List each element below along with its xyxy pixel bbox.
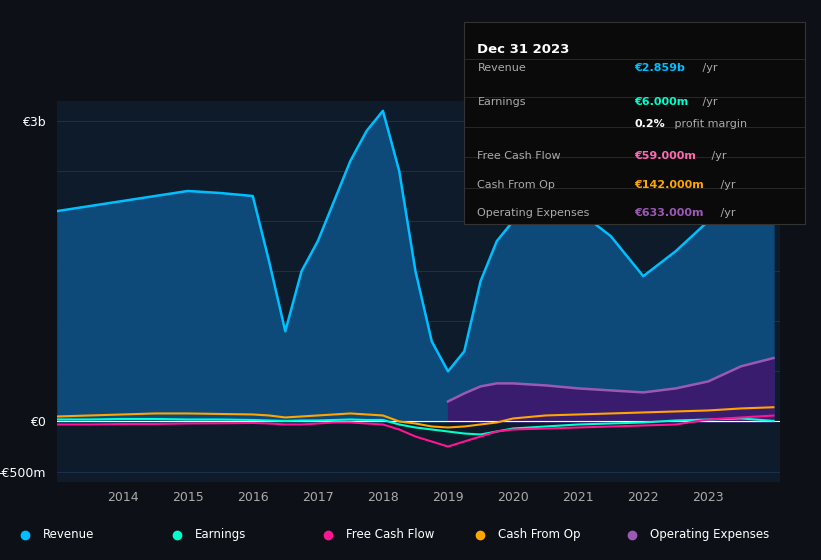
Text: Revenue: Revenue — [478, 63, 526, 73]
Text: /yr: /yr — [699, 97, 717, 107]
Text: /yr: /yr — [717, 208, 736, 218]
Text: Dec 31 2023: Dec 31 2023 — [478, 43, 570, 55]
Text: Cash From Op: Cash From Op — [498, 528, 580, 542]
Text: Free Cash Flow: Free Cash Flow — [346, 528, 435, 542]
Text: €2.859b: €2.859b — [635, 63, 685, 73]
Text: €6.000m: €6.000m — [635, 97, 689, 107]
Text: /yr: /yr — [717, 180, 736, 190]
Text: Operating Expenses: Operating Expenses — [650, 528, 769, 542]
Text: €59.000m: €59.000m — [635, 151, 696, 161]
Text: Operating Expenses: Operating Expenses — [478, 208, 589, 218]
Text: €633.000m: €633.000m — [635, 208, 704, 218]
Text: Free Cash Flow: Free Cash Flow — [478, 151, 561, 161]
Text: Revenue: Revenue — [43, 528, 94, 542]
Text: Earnings: Earnings — [478, 97, 526, 107]
Text: profit margin: profit margin — [671, 119, 747, 129]
Text: Earnings: Earnings — [195, 528, 246, 542]
Text: Cash From Op: Cash From Op — [478, 180, 555, 190]
Text: €142.000m: €142.000m — [635, 180, 704, 190]
Text: 0.2%: 0.2% — [635, 119, 665, 129]
Text: /yr: /yr — [699, 63, 717, 73]
Text: /yr: /yr — [708, 151, 727, 161]
